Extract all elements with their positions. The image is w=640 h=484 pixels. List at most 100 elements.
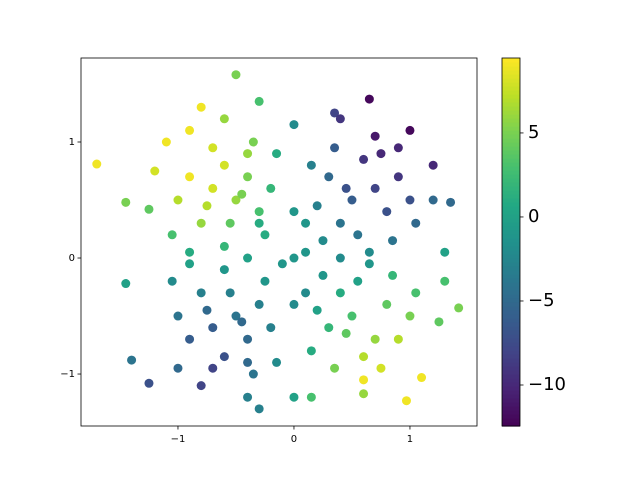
colorbar-step <box>502 174 520 179</box>
point <box>318 270 328 280</box>
colorbar-step <box>502 334 520 339</box>
point <box>121 197 131 207</box>
point <box>254 299 264 309</box>
colorbar-step <box>502 214 520 219</box>
colorbar-step <box>502 246 520 251</box>
point <box>382 299 392 309</box>
colorbar-tick-label: −10 <box>528 374 566 395</box>
point <box>219 114 229 124</box>
colorbar-step <box>502 238 520 243</box>
colorbar-step <box>502 178 520 183</box>
colorbar-step <box>502 114 520 119</box>
point <box>301 288 311 298</box>
points <box>92 70 464 414</box>
colorbar-tick-label: 0 <box>528 206 539 227</box>
colorbar-step <box>502 126 520 131</box>
point <box>440 247 450 257</box>
colorbar-step <box>502 106 520 111</box>
colorbar-step <box>502 138 520 143</box>
point <box>428 195 438 205</box>
colorbar-step <box>502 294 520 299</box>
point <box>306 160 316 170</box>
point <box>341 183 351 193</box>
colorbar-step <box>502 94 520 99</box>
point <box>306 392 316 402</box>
colorbar-step <box>502 166 520 171</box>
colorbar-step <box>502 62 520 67</box>
y-tick-label: 0 <box>69 253 75 264</box>
point <box>454 303 464 313</box>
point <box>318 236 328 246</box>
colorbar-step <box>502 422 520 427</box>
colorbar-step <box>502 342 520 347</box>
point <box>306 346 316 356</box>
point <box>208 363 218 373</box>
point <box>272 357 282 367</box>
point <box>185 247 195 257</box>
point <box>405 125 415 135</box>
point <box>196 218 206 228</box>
point <box>266 183 276 193</box>
colorbar-step <box>502 198 520 203</box>
point <box>260 230 270 240</box>
point <box>393 172 403 182</box>
colorbar-step <box>502 290 520 295</box>
point <box>312 305 322 315</box>
colorbar-step <box>502 66 520 71</box>
point <box>237 189 247 199</box>
point <box>248 369 258 379</box>
point <box>359 375 369 385</box>
point <box>92 159 102 169</box>
point <box>185 172 195 182</box>
colorbar-step <box>502 230 520 235</box>
colorbar-step <box>502 102 520 107</box>
point <box>208 323 218 333</box>
point <box>440 276 450 286</box>
point <box>434 317 444 327</box>
colorbar-step <box>502 410 520 415</box>
point <box>335 288 345 298</box>
colorbar-step <box>502 378 520 383</box>
point <box>185 334 195 344</box>
point <box>167 230 177 240</box>
point <box>202 305 212 315</box>
point <box>243 172 253 182</box>
colorbar-step <box>502 366 520 371</box>
colorbar-step <box>502 202 520 207</box>
colorbar-step <box>502 270 520 275</box>
point <box>144 378 154 388</box>
colorbar-step <box>502 258 520 263</box>
point <box>243 357 253 367</box>
colorbar-step <box>502 318 520 323</box>
colorbar-step <box>502 146 520 151</box>
colorbar-step <box>502 310 520 315</box>
point <box>231 195 241 205</box>
point <box>335 114 345 124</box>
colorbar-step <box>502 222 520 227</box>
point <box>364 247 374 257</box>
point <box>301 218 311 228</box>
colorbar-step <box>502 414 520 419</box>
point <box>347 311 357 321</box>
plot-frame <box>80 57 478 427</box>
point <box>266 323 276 333</box>
point <box>359 352 369 362</box>
colorbar-step <box>502 150 520 155</box>
colorbar-step <box>502 362 520 367</box>
point <box>417 373 427 383</box>
colorbar-step <box>502 142 520 147</box>
point <box>324 172 334 182</box>
point <box>388 236 398 246</box>
point <box>254 207 264 217</box>
point <box>243 334 253 344</box>
colorbar-step <box>502 254 520 259</box>
point <box>219 160 229 170</box>
colorbar-step <box>502 158 520 163</box>
point <box>237 317 247 327</box>
point <box>243 149 253 159</box>
point <box>231 311 241 321</box>
colorbar-step <box>502 354 520 359</box>
colorbar-step <box>502 186 520 191</box>
